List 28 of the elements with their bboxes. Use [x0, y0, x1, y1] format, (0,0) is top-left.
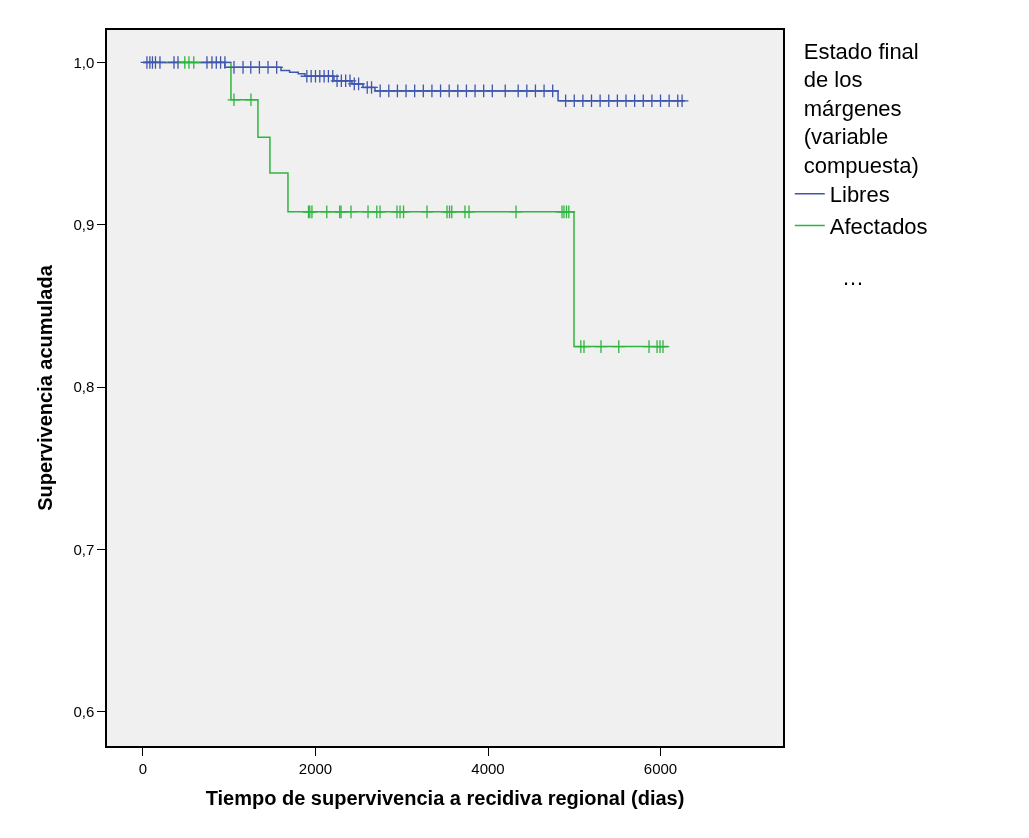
point	[186, 55, 201, 70]
point	[509, 204, 523, 219]
point	[373, 204, 387, 219]
y-tick-label: 1,0	[73, 53, 95, 71]
y-tick-label: 0,9	[73, 216, 95, 234]
x-tick-label: 6000	[643, 759, 678, 777]
y-tick-label: 0,8	[73, 378, 95, 396]
point	[462, 204, 476, 219]
point	[420, 204, 434, 219]
y-tick-label: 0,6	[73, 703, 95, 721]
x-tick-label: 2000	[298, 759, 333, 777]
legend-title: Estado final de los márgenes (variable compuesta)	[803, 38, 919, 178]
y-tick-label: 0,7	[73, 540, 95, 558]
point	[577, 339, 591, 354]
x-axis-title: Tiempo de supervivencia a recidiva regional (dias)	[205, 786, 685, 809]
point	[319, 204, 334, 219]
point	[227, 92, 241, 107]
point	[594, 339, 608, 354]
point	[611, 339, 626, 354]
point	[344, 204, 358, 219]
point	[244, 92, 258, 107]
legend-label: Libres	[829, 182, 890, 208]
x-tick-label: 0	[138, 759, 148, 777]
x-tick-label: 4000	[471, 759, 505, 777]
legend-label: Afectados	[829, 213, 928, 239]
y-axis-title: Supervivencia acumulada	[34, 264, 57, 511]
point	[305, 204, 319, 219]
text: …	[842, 265, 864, 290]
